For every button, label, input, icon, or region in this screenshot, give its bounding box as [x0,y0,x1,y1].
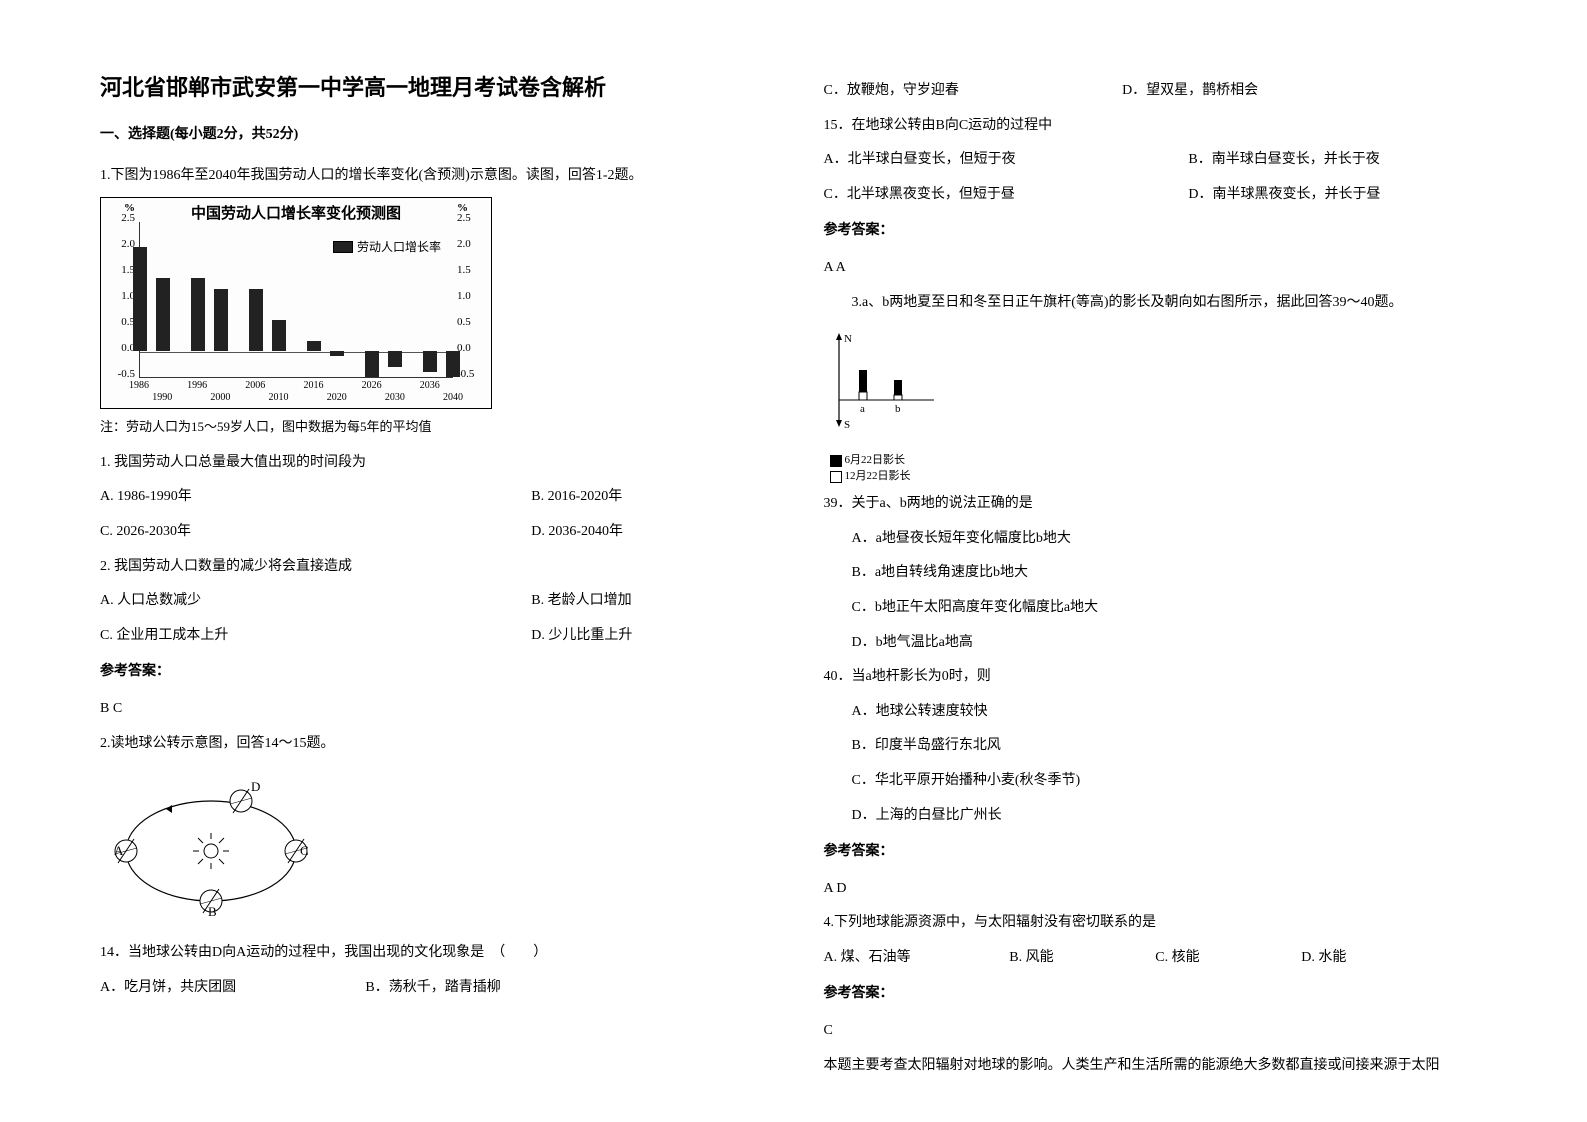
label-C: C [300,843,309,858]
q2-answer: A A [824,255,1488,282]
opt: A．北半球白昼变长，但短于夜 [824,147,1189,174]
opt: D．b地气温比a地高 [824,630,1488,657]
left-column: 河北省邯郸市武安第一中学高一地理月考试卷含解析 一、选择题(每小题2分，共52分… [100,70,764,1087]
labor-chart: 中国劳动人口增长率变化预测图 %-0.50.00.51.01.52.02.5 %… [100,197,492,409]
opt: B. 风能 [1009,945,1155,972]
label-A: A [114,843,124,858]
opt: B．a地自转线角速度比b地大 [824,560,1488,587]
q14: 14．当地球公转由D向A运动的过程中，我国出现的文化现象是 （ ） [100,940,764,967]
opt: A. 人口总数减少 [100,588,531,615]
label-B: B [208,904,217,919]
q15: 15．在地球公转由B向C运动的过程中 [824,113,1488,140]
q4-explain: 本题主要考查太阳辐射对地球的影响。人类生产和生活所需的能源绝大多数都直接或间接来… [824,1053,1488,1080]
ans-label-4: 参考答案： [824,981,1488,1008]
q39: 39．关于a、b两地的说法正确的是 [824,491,1488,518]
opt: D. 水能 [1301,945,1346,972]
opt: C．b地正午太阳高度年变化幅度比a地大 [824,595,1488,622]
q1-1: 1. 我国劳动人口总量最大值出现的时间段为 [100,450,764,477]
opt: B. 老龄人口增加 [531,588,631,615]
opt: D．望双星，鹊桥相会 [1122,78,1258,105]
svg-text:N: N [844,333,852,345]
leg2: 12月22日影长 [845,470,911,482]
shadow-figure: N S a b [824,330,974,440]
opt: D．南半球黑夜变长，并长于昼 [1188,182,1380,209]
opt: C. 企业用工成本上升 [100,623,531,650]
opt: B．南半球白昼变长，并长于夜 [1188,147,1379,174]
q1-intro: 1.下图为1986年至2040年我国劳动人口的增长率变化(含预测)示意图。读图，… [100,163,764,190]
opt: B．荡秋千，踏青插柳 [365,975,500,1002]
ans-label-3: 参考答案： [824,839,1488,866]
y-axis-left: %-0.50.00.51.01.52.02.5 [105,218,135,380]
q14-row: A．吃月饼，共庆团圆 B．荡秋千，踏青插柳 [100,975,764,1002]
q15-row1: A．北半球白昼变长，但短于夜 B．南半球白昼变长，并长于夜 [824,147,1488,174]
q1-2: 2. 我国劳动人口数量的减少将会直接造成 [100,554,764,581]
opt: A. 1986-1990年 [100,484,531,511]
opt: D. 少儿比重上升 [531,623,632,650]
q4: 4.下列地球能源资源中，与太阳辐射没有密切联系的是 [824,910,1488,937]
opt: A. 煤、石油等 [824,945,1010,972]
opt: D．上海的白昼比广州长 [824,803,1488,830]
q15-row2: C．北半球黑夜变长，但短于昼 D．南半球黑夜变长，并长于昼 [824,182,1488,209]
q4-row: A. 煤、石油等 B. 风能 C. 核能 D. 水能 [824,945,1488,972]
chart-legend: 劳动人口增长率 [333,238,441,255]
y-axis-right: %-0.50.00.51.01.52.02.5 [457,218,487,380]
q2-intro: 2.读地球公转示意图，回答14～15题。 [100,731,764,758]
q1-1-row1: A. 1986-1990年 B. 2016-2020年 [100,484,764,511]
legend-swatch [333,241,353,253]
opt: C．放鞭炮，守岁迎春 [824,78,1123,105]
chart-note: 注：劳动人口为15～59岁人口，图中数据为每5年的平均值 [100,415,764,440]
opt: B. 2016-2020年 [531,484,622,511]
x-axis-labels: 1986199019962000200620102016202020262030… [139,380,453,406]
q40: 40．当a地杆影长为0时，则 [824,664,1488,691]
orbit-figure: A B C D [106,771,316,921]
q1-2-row1: A. 人口总数减少 B. 老龄人口增加 [100,588,764,615]
opt: A．吃月饼，共庆团圆 [100,975,365,1002]
q3-answer: A D [824,876,1488,903]
q14-row2: C．放鞭炮，守岁迎春 D．望双星，鹊桥相会 [824,78,1488,105]
q1-1-row2: C. 2026-2030年 D. 2036-2040年 [100,519,764,546]
opt: C．北半球黑夜变长，但短于昼 [824,182,1189,209]
svg-text:b: b [895,403,901,415]
svg-text:S: S [844,419,850,431]
opt: C. 核能 [1155,945,1301,972]
label-D: D [251,779,260,794]
ans-label: 参考答案： [100,659,764,686]
right-column: C．放鞭炮，守岁迎春 D．望双星，鹊桥相会 15．在地球公转由B向C运动的过程中… [824,70,1488,1087]
chart-title: 中国劳动人口增长率变化预测图 [101,202,491,223]
opt: A．地球公转速度较快 [824,699,1488,726]
opt: C. 2026-2030年 [100,519,531,546]
opt: B．印度半岛盛行东北风 [824,733,1488,760]
doc-title: 河北省邯郸市武安第一中学高一地理月考试卷含解析 [100,70,764,102]
q4-answer: C [824,1018,1488,1045]
q1-answer: B C [100,696,764,723]
shadow-legend: 6月22日影长 12月22日影长 [830,451,1488,483]
opt: A．a地昼夜长短年变化幅度比b地大 [824,526,1488,553]
svg-text:a: a [860,403,865,415]
q3-intro: 3.a、b两地夏至日和冬至日正午旗杆(等高)的影长及朝向如右图所示，据此回答39… [824,290,1488,317]
section-heading: 一、选择题(每小题2分，共52分) [100,122,764,149]
page: 河北省邯郸市武安第一中学高一地理月考试卷含解析 一、选择题(每小题2分，共52分… [0,0,1587,1117]
leg1: 6月22日影长 [845,454,906,466]
ans-label-2: 参考答案： [824,218,1488,245]
q1-2-row2: C. 企业用工成本上升 D. 少儿比重上升 [100,623,764,650]
opt: C．华北平原开始播种小麦(秋冬季节) [824,768,1488,795]
legend-text: 劳动人口增长率 [357,238,441,255]
opt: D. 2036-2040年 [531,519,623,546]
